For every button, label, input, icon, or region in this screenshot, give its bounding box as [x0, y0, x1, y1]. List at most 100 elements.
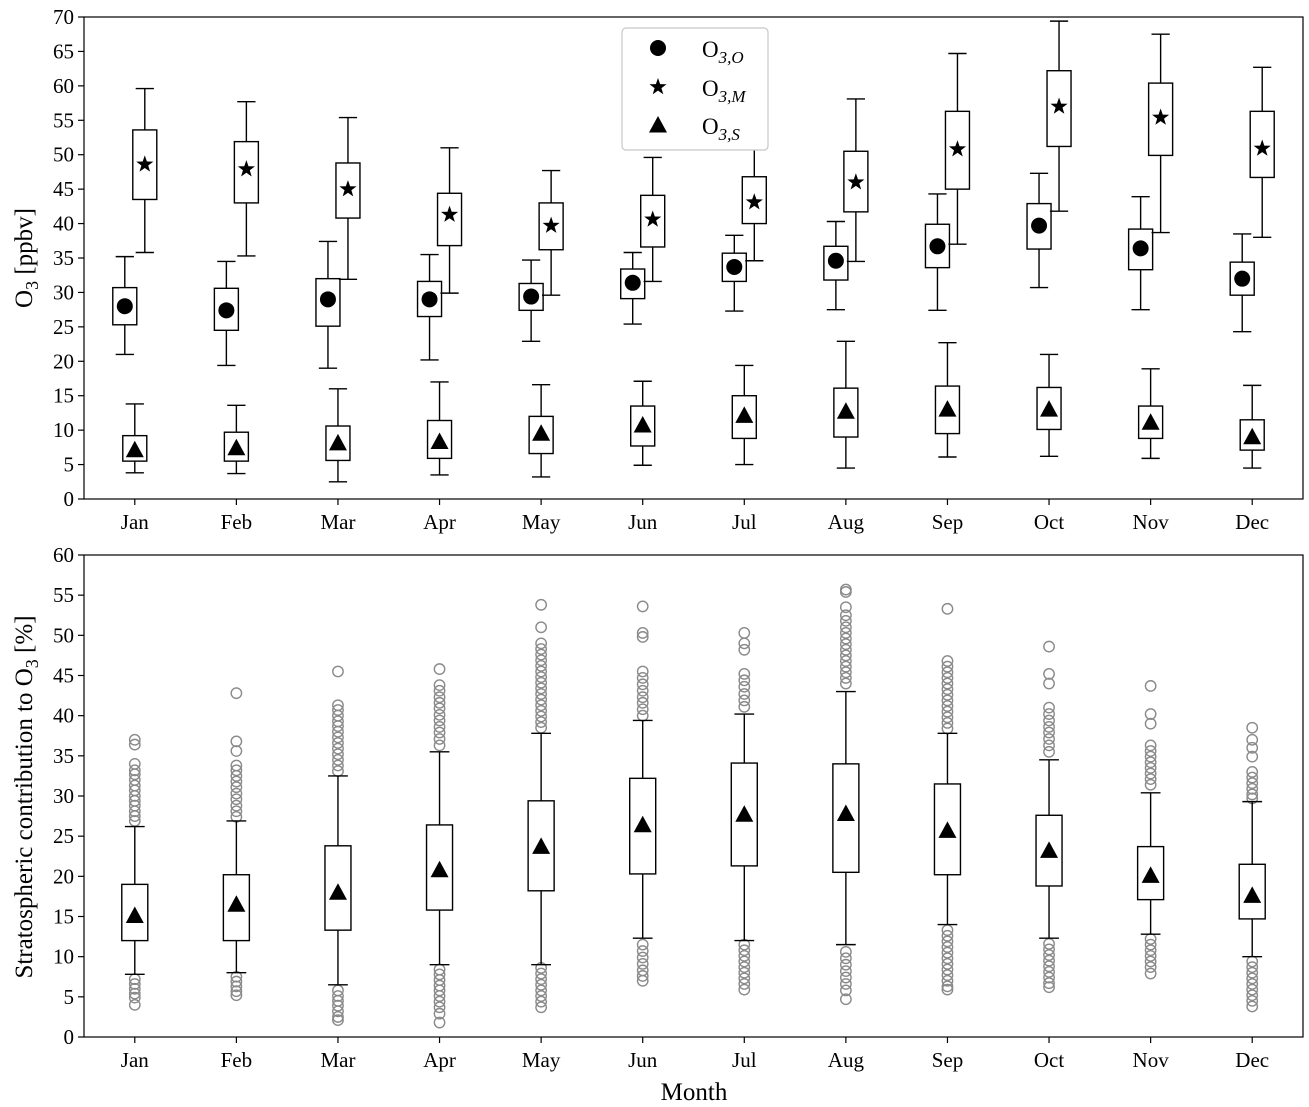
outlier-point	[839, 609, 852, 622]
outlier-point	[230, 980, 243, 993]
mean-marker-may	[532, 837, 551, 854]
outlier-point	[332, 759, 344, 772]
outlier-point	[332, 748, 344, 761]
iqr-box-aug	[832, 763, 860, 874]
outlier-point	[535, 598, 548, 611]
outlier-point	[1043, 721, 1055, 733]
outlier-point	[128, 998, 141, 1011]
y-tick-label: 40	[53, 212, 74, 236]
outlier-point	[433, 990, 446, 1002]
outlier-point	[433, 995, 446, 1008]
outlier-point	[839, 952, 852, 965]
outlier-point	[535, 648, 548, 661]
outlier-point	[941, 672, 954, 684]
outlier-point	[636, 672, 649, 684]
outlier-point	[128, 991, 141, 1004]
outlier-point	[636, 951, 649, 964]
outlier-point	[535, 978, 548, 991]
x-tick-label-dec: Dec	[1235, 1048, 1269, 1072]
outlier-point	[636, 684, 649, 697]
outlier-point	[332, 753, 344, 766]
legend-frame	[621, 27, 769, 151]
y-tick-label: 55	[53, 583, 74, 607]
mean-marker-feb	[218, 302, 235, 319]
iqr-box-apr	[426, 419, 453, 460]
mean-marker-oct	[1040, 841, 1059, 858]
outlier-point	[1144, 944, 1157, 957]
outlier-point	[1246, 966, 1259, 979]
outlier-point	[535, 704, 548, 717]
mean-marker-feb	[237, 160, 255, 177]
outlier-point	[332, 999, 344, 1012]
iqr-box-dec	[1229, 261, 1255, 296]
outlier-point	[332, 1011, 344, 1023]
y-tick-label: 45	[53, 177, 74, 201]
outlier-point	[941, 983, 954, 996]
outlier-point	[1043, 726, 1055, 739]
outlier-point	[738, 955, 751, 968]
y-tick-label: 5	[64, 453, 75, 477]
outlier-point	[941, 935, 954, 948]
iqr-box-jan	[132, 129, 158, 201]
outlier-point	[1144, 967, 1157, 980]
outlier-point	[1144, 955, 1157, 968]
x-tick-label-oct: Oct	[1034, 510, 1064, 534]
outlier-point	[738, 944, 751, 957]
mean-marker-aug	[836, 804, 855, 821]
y-tick-label: 35	[53, 744, 74, 768]
outlier-point	[230, 775, 243, 788]
y-tick-label: 50	[53, 623, 74, 647]
outlier-point	[1144, 949, 1157, 962]
y-tick-label: 20	[53, 864, 74, 888]
x-tick-label-nov: Nov	[1133, 510, 1170, 534]
series-stratospheric-fraction	[121, 583, 1266, 1029]
outlier-point	[636, 627, 649, 639]
outlier-point	[1043, 708, 1055, 720]
mean-marker-jan	[136, 155, 154, 172]
outlier-point	[230, 787, 243, 800]
iqr-box-oct	[1035, 814, 1063, 887]
outlier-point	[1144, 761, 1157, 774]
outlier-point	[1246, 733, 1259, 746]
outlier-point	[433, 984, 446, 997]
outlier-point	[636, 665, 649, 678]
outlier-point	[433, 708, 446, 721]
mean-marker-feb	[227, 438, 246, 456]
mean-marker-sep	[938, 821, 957, 838]
outlier-point	[941, 666, 954, 679]
outlier-point	[1043, 714, 1055, 727]
outlier-point	[128, 768, 141, 781]
outlier-point	[839, 672, 852, 684]
outlier-point	[839, 945, 852, 958]
outlier-point	[535, 659, 548, 672]
mean-marker-jun	[633, 416, 652, 433]
mean-marker-nov	[1141, 413, 1160, 430]
y-tick-label: 40	[53, 704, 74, 728]
iqr-box-feb	[233, 140, 260, 204]
iqr-box-aug	[833, 387, 859, 438]
outlier-point	[1246, 771, 1259, 784]
outlier-point	[128, 805, 141, 818]
mean-marker-may	[523, 288, 540, 305]
outlier-point	[230, 989, 243, 1002]
outlier-point	[1246, 721, 1259, 734]
legend-triangle-symbol	[649, 116, 667, 133]
iqr-box-oct	[1036, 386, 1062, 431]
x-tick-label-jul: Jul	[732, 510, 757, 534]
outlier-point	[433, 714, 446, 727]
mean-marker-jul	[735, 805, 754, 822]
outlier-point	[1144, 708, 1157, 720]
outlier-point	[128, 790, 141, 802]
outlier-point	[738, 972, 751, 985]
x-tick-label-dec: Dec	[1235, 510, 1269, 534]
iqr-box-sep	[934, 385, 961, 435]
outlier-point	[941, 711, 954, 724]
iqr-box-oct	[1026, 202, 1052, 250]
outlier-point	[535, 710, 548, 723]
outlier-point	[839, 677, 852, 690]
outlier-point	[738, 949, 751, 962]
iqr-box-jun	[629, 777, 657, 875]
x-tick-label-jun: Jun	[628, 1048, 658, 1072]
outlier-point	[636, 678, 649, 691]
mean-marker-nov	[1132, 240, 1149, 257]
